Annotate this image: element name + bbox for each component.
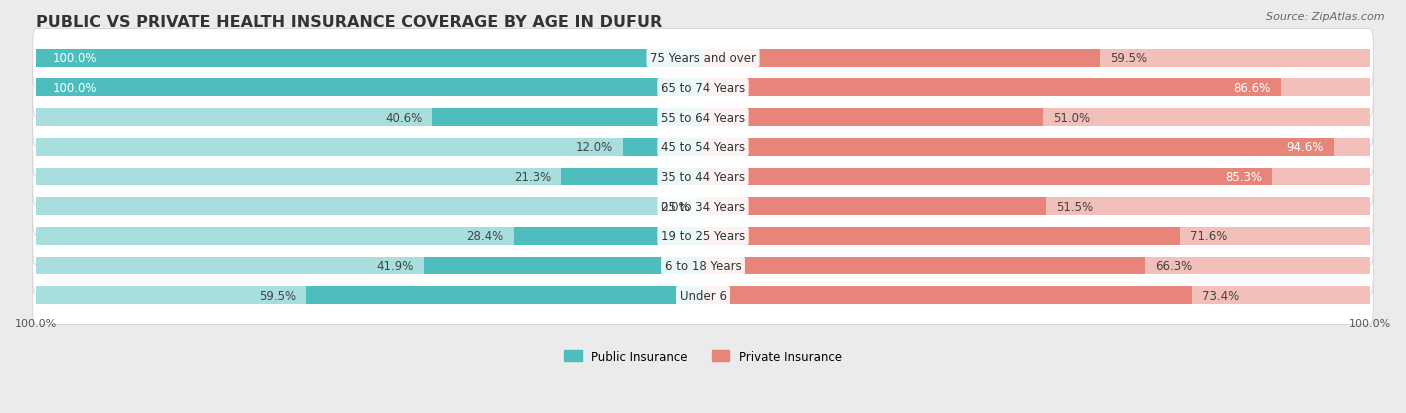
- Text: 25 to 34 Years: 25 to 34 Years: [661, 200, 745, 213]
- FancyBboxPatch shape: [32, 59, 1374, 117]
- Text: 6 to 18 Years: 6 to 18 Years: [665, 259, 741, 273]
- Bar: [703, 109, 1043, 127]
- Text: 0.0%: 0.0%: [659, 200, 690, 213]
- Text: 100.0%: 100.0%: [53, 52, 97, 65]
- Bar: [307, 287, 703, 304]
- FancyBboxPatch shape: [32, 30, 1374, 88]
- Text: 40.6%: 40.6%: [385, 112, 422, 124]
- Text: 12.0%: 12.0%: [575, 141, 613, 154]
- Bar: [37, 109, 703, 127]
- Text: 66.3%: 66.3%: [1156, 259, 1192, 273]
- Bar: [623, 138, 703, 156]
- Text: 65 to 74 Years: 65 to 74 Years: [661, 82, 745, 95]
- Bar: [37, 50, 703, 67]
- Text: 73.4%: 73.4%: [1202, 289, 1240, 302]
- Bar: [37, 50, 703, 67]
- Bar: [703, 198, 1369, 216]
- Bar: [703, 287, 1192, 304]
- FancyBboxPatch shape: [32, 148, 1374, 206]
- Text: 59.5%: 59.5%: [259, 289, 297, 302]
- FancyBboxPatch shape: [32, 119, 1374, 176]
- Text: 21.3%: 21.3%: [513, 171, 551, 183]
- Text: PUBLIC VS PRIVATE HEALTH INSURANCE COVERAGE BY AGE IN DUFUR: PUBLIC VS PRIVATE HEALTH INSURANCE COVER…: [37, 15, 662, 30]
- Text: 85.3%: 85.3%: [1225, 171, 1261, 183]
- Bar: [703, 228, 1181, 245]
- FancyBboxPatch shape: [32, 89, 1374, 147]
- Bar: [703, 50, 1099, 67]
- Text: 94.6%: 94.6%: [1286, 141, 1324, 154]
- Text: 41.9%: 41.9%: [377, 259, 413, 273]
- Text: 28.4%: 28.4%: [467, 230, 503, 243]
- Bar: [703, 168, 1272, 186]
- Bar: [703, 138, 1369, 156]
- Bar: [37, 257, 703, 275]
- Text: 35 to 44 Years: 35 to 44 Years: [661, 171, 745, 183]
- FancyBboxPatch shape: [32, 237, 1374, 295]
- Text: 51.0%: 51.0%: [1053, 112, 1090, 124]
- Bar: [37, 198, 703, 216]
- Bar: [423, 257, 703, 275]
- Text: 71.6%: 71.6%: [1191, 230, 1227, 243]
- Bar: [37, 138, 703, 156]
- Text: 86.6%: 86.6%: [1233, 82, 1271, 95]
- Bar: [432, 109, 703, 127]
- Bar: [561, 168, 703, 186]
- FancyBboxPatch shape: [32, 266, 1374, 325]
- Bar: [703, 79, 1369, 97]
- Bar: [703, 257, 1144, 275]
- Bar: [703, 138, 1334, 156]
- Text: 100.0%: 100.0%: [53, 82, 97, 95]
- Bar: [703, 109, 1369, 127]
- Text: 75 Years and over: 75 Years and over: [650, 52, 756, 65]
- Bar: [513, 228, 703, 245]
- FancyBboxPatch shape: [32, 207, 1374, 265]
- Bar: [703, 257, 1369, 275]
- Text: Source: ZipAtlas.com: Source: ZipAtlas.com: [1267, 12, 1385, 22]
- Bar: [703, 198, 1046, 216]
- Legend: Public Insurance, Private Insurance: Public Insurance, Private Insurance: [560, 345, 846, 368]
- Bar: [703, 287, 1369, 304]
- Bar: [703, 79, 1281, 97]
- Bar: [37, 168, 703, 186]
- Text: 19 to 25 Years: 19 to 25 Years: [661, 230, 745, 243]
- Text: 45 to 54 Years: 45 to 54 Years: [661, 141, 745, 154]
- Bar: [37, 228, 703, 245]
- Bar: [703, 228, 1369, 245]
- Bar: [703, 168, 1369, 186]
- Bar: [703, 50, 1369, 67]
- Text: Under 6: Under 6: [679, 289, 727, 302]
- Bar: [37, 79, 703, 97]
- Text: 55 to 64 Years: 55 to 64 Years: [661, 112, 745, 124]
- Bar: [37, 79, 703, 97]
- Text: 51.5%: 51.5%: [1056, 200, 1094, 213]
- Bar: [37, 287, 703, 304]
- FancyBboxPatch shape: [32, 178, 1374, 236]
- Text: 59.5%: 59.5%: [1109, 52, 1147, 65]
